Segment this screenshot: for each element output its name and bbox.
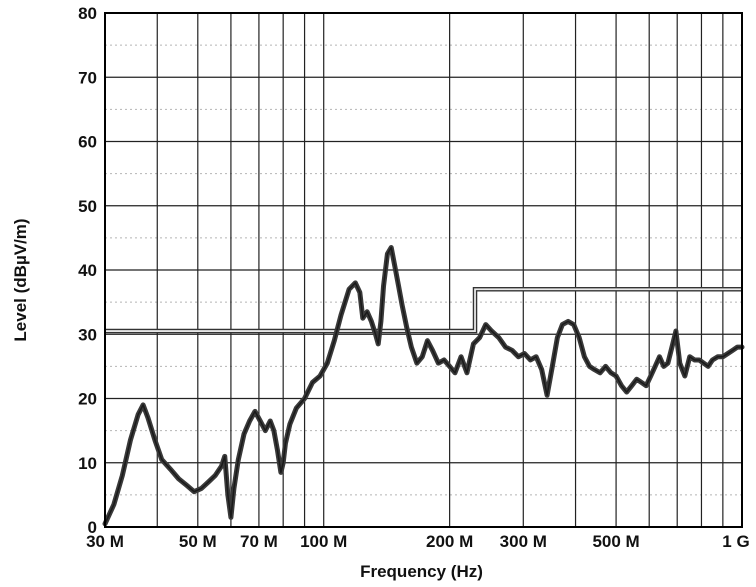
y-tick-label: 0 — [88, 518, 97, 537]
limit-line-outer — [105, 287, 742, 334]
y-axis-ticks: 0 10 20 30 40 50 60 70 80 — [78, 4, 97, 537]
x-tick-label: 500 M — [592, 532, 639, 551]
x-tick-label: 300 M — [500, 532, 547, 551]
y-tick-label: 30 — [78, 325, 97, 344]
x-tick-label: 50 M — [179, 532, 217, 551]
x-tick-label: 100 M — [300, 532, 347, 551]
y-tick-label: 10 — [78, 454, 97, 473]
x-tick-label: 1 G — [722, 532, 749, 551]
x-tick-label: 30 M — [86, 532, 124, 551]
limit-lines — [105, 287, 742, 334]
plot-frame — [104, 12, 743, 528]
measurement-series-line — [104, 246, 742, 525]
x-axis-ticks: 30 M 50 M 70 M 100 M 200 M 300 M 500 M 1 G — [86, 532, 750, 551]
y-tick-label: 80 — [78, 4, 97, 23]
y-axis-title: Level (dBµV/m) — [11, 218, 30, 341]
measurement-trace — [102, 245, 745, 527]
y-tick-label: 20 — [78, 390, 97, 409]
y-tick-label: 40 — [78, 261, 97, 280]
x-tick-label: 70 M — [240, 532, 278, 551]
x-tick-label: 200 M — [426, 532, 473, 551]
grid-lines — [105, 13, 742, 527]
limit-line — [105, 288, 742, 332]
y-tick-label: 70 — [78, 68, 97, 87]
x-axis-title: Frequency (Hz) — [360, 562, 483, 581]
y-tick-label: 50 — [78, 197, 97, 216]
y-tick-label: 60 — [78, 133, 97, 152]
